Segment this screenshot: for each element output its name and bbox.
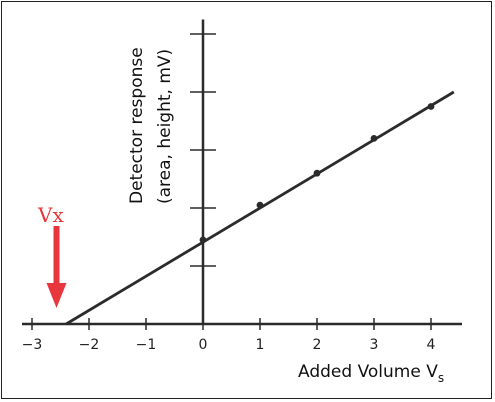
x-tick-label: 1 (256, 337, 265, 353)
x-axis-title-subscript: s (438, 371, 444, 385)
series (65, 90, 455, 326)
data-point (199, 236, 207, 244)
x-ticks: −3 −2 −1 0 1 2 3 4 (22, 318, 436, 353)
x-tick-label: 0 (199, 337, 208, 353)
vx-arrow-shaft (53, 226, 60, 284)
y-axis-title-line1: Detector response (127, 47, 147, 204)
data-point (313, 169, 321, 177)
x-tick-label: −1 (136, 337, 157, 353)
y-axis-title-line2: (area, height, mV) (155, 49, 175, 204)
data-point (256, 201, 264, 209)
data-point (370, 135, 378, 142)
y-ticks (190, 33, 216, 267)
x-axis-title: Added Volume Vs (298, 362, 444, 385)
x-tick-label: −3 (22, 337, 43, 353)
x-tick-label: 3 (370, 337, 379, 353)
x-tick-label: −2 (79, 337, 100, 353)
vx-label: Vx (37, 203, 64, 227)
x-tick-label: 4 (427, 337, 436, 353)
axes (22, 19, 462, 326)
vx-arrow-head (46, 283, 67, 308)
x-tick-label: 2 (313, 337, 322, 353)
annotation: Vx (37, 203, 67, 308)
data-point (427, 103, 435, 110)
